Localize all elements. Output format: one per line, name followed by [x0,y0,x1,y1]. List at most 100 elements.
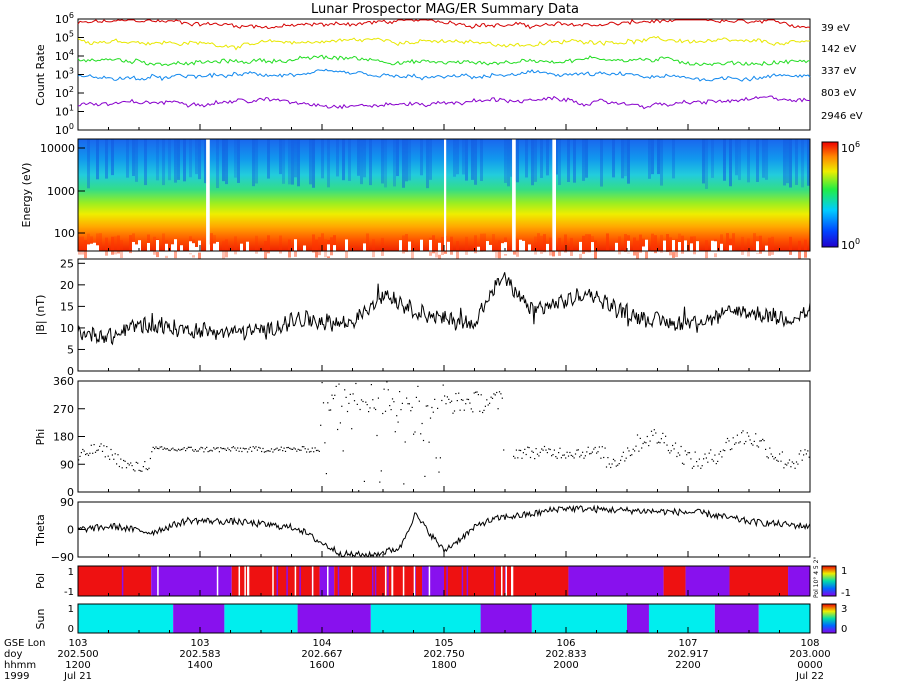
spec-col [672,139,675,179]
theta-panel: 90 0 −90 Theta [34,496,811,564]
phi-point [142,466,144,468]
phi-point [687,452,689,454]
phi-point [690,458,692,460]
spec-gap [192,243,195,256]
phi-point [106,446,108,448]
pol-band [319,566,335,596]
spec-data-gap [552,139,556,251]
phi-point [187,446,189,448]
phi-point [258,446,260,448]
x-tick-label: 202.917 [667,649,708,660]
phi-point [620,459,622,461]
spec-col-low [210,233,213,252]
phi-point [123,459,125,462]
phi-point [452,412,454,414]
phi-point [203,451,205,453]
phi-point [111,454,113,456]
phi-point [156,447,158,449]
phi-point [503,449,505,451]
energy-ytick-label: 1000 [47,185,75,198]
spec-col-low [432,235,435,254]
phi-point [166,448,168,450]
phi-point [351,428,353,430]
phi-point [615,465,617,467]
phi-point [310,450,312,453]
spec-col [408,139,411,181]
phi-point [590,452,592,455]
phi-point [677,452,679,454]
spec-col [558,139,561,186]
phi-point [185,450,187,452]
legend-39ev: 39 eV [821,23,850,34]
phi-point [227,447,229,449]
spec-col [126,139,129,178]
phi-point [193,450,195,452]
phi-point [673,448,675,450]
phi-point [459,409,461,411]
phi-point [355,382,357,385]
phi-point [407,403,409,405]
phi-point [621,455,623,458]
spec-gap [696,241,699,254]
phi-ylabel: Phi [34,429,47,446]
spec-col [723,139,726,181]
phi-point [147,469,149,471]
spec-gap [546,243,549,256]
sun-band [224,604,298,633]
spec-col-low [330,237,333,256]
phi-point [497,408,499,410]
phi-point [266,450,268,452]
pol-stripe [247,566,250,596]
pol-ytick-label: 1 [68,567,74,578]
phi-point [358,490,360,492]
phi-point [137,462,139,464]
b-ytick-label: 15 [60,300,74,313]
pol-stripe [510,566,513,596]
phi-point [113,458,115,460]
spec-gap [765,245,768,258]
spec-col-low [726,233,729,252]
phi-point [480,394,482,396]
pol-stripe [511,566,514,596]
spec-col-low [483,233,486,252]
spec-col [534,139,537,182]
phi-point [536,453,539,455]
phi-point [553,449,555,451]
spec-gap [720,243,723,256]
spec-col-low [804,239,807,258]
spec-col-low [543,234,546,253]
phi-point [124,460,126,462]
b-ytick-label: 25 [60,257,74,270]
spec-col [648,139,651,179]
phi-point [224,448,226,450]
phi-point [101,450,104,452]
phi-point [320,424,322,426]
chart-title: Lunar Prospector MAG/ER Summary Data [311,2,579,17]
spec-gap [363,243,366,256]
theta-ytick-label: 0 [67,524,74,537]
spec-col [555,139,558,175]
spec-col-low [570,237,573,256]
pol-stripe [432,566,435,596]
spec-col [105,139,108,179]
phi-point [712,460,715,462]
spec-col [225,139,228,185]
spec-col-low [693,236,696,255]
phi-point [442,384,444,386]
phi-point [279,449,281,451]
phi-point [165,448,167,450]
spec-col [729,139,732,187]
phi-point [148,467,150,469]
spec-col-low [222,240,225,259]
phi-point [772,455,774,458]
spec-gap [486,241,489,254]
pol-stripe [402,566,405,596]
phi-point [738,442,740,444]
phi-point [774,457,776,459]
phi-point [743,443,745,445]
phi-point [528,447,530,449]
phi-point [670,450,672,452]
phi-point [535,448,537,450]
spec-gap [615,242,618,255]
phi-point [163,447,166,449]
